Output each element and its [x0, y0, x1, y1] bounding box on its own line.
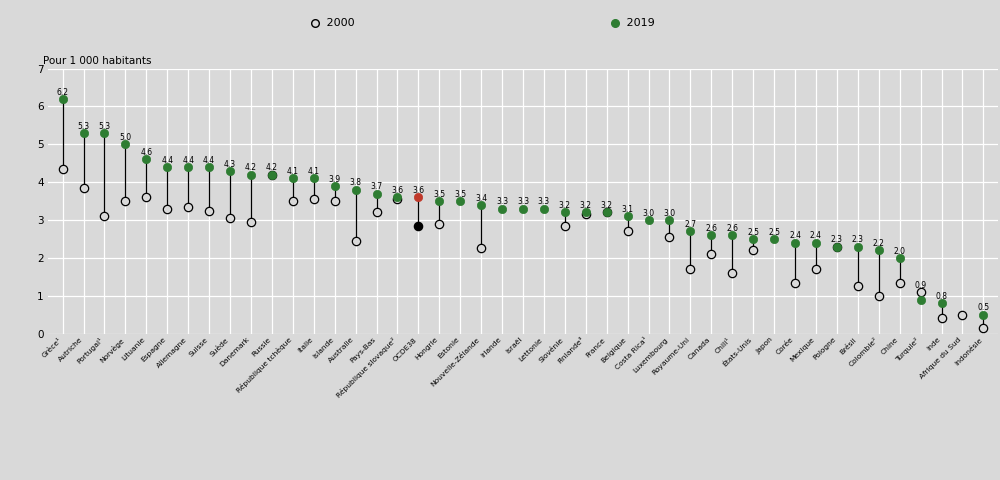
- Text: 3.4: 3.4: [475, 193, 487, 203]
- Text: 3.6: 3.6: [391, 186, 404, 195]
- Text: 2.6: 2.6: [726, 224, 738, 233]
- Text: 4.4: 4.4: [203, 156, 215, 165]
- Text: 4.1: 4.1: [308, 167, 320, 176]
- Text: 3.7: 3.7: [370, 182, 383, 191]
- Text: 3.3: 3.3: [496, 197, 508, 206]
- Text: 3.3: 3.3: [538, 197, 550, 206]
- Text: 4.6: 4.6: [140, 148, 152, 157]
- Text: 2.6: 2.6: [705, 224, 717, 233]
- Text: 3.2: 3.2: [601, 201, 613, 210]
- Text: 2.4: 2.4: [789, 231, 801, 240]
- Text: 2000: 2000: [323, 18, 355, 28]
- Text: 3.0: 3.0: [642, 209, 655, 218]
- Text: 4.3: 4.3: [224, 159, 236, 168]
- Text: 3.6: 3.6: [412, 186, 424, 195]
- Text: 2.0: 2.0: [894, 247, 906, 256]
- Text: 2.7: 2.7: [684, 220, 696, 229]
- Text: 3.3: 3.3: [517, 197, 529, 206]
- Text: 0.5: 0.5: [977, 303, 989, 312]
- Text: 2.2: 2.2: [873, 239, 885, 248]
- Text: 2019: 2019: [623, 18, 655, 28]
- Text: Pour 1 000 habitants: Pour 1 000 habitants: [43, 56, 152, 66]
- Text: 2.3: 2.3: [852, 235, 864, 244]
- Text: 2.4: 2.4: [810, 231, 822, 240]
- Text: 4.4: 4.4: [182, 156, 194, 165]
- Text: 2.5: 2.5: [768, 228, 780, 237]
- Text: 4.4: 4.4: [161, 156, 173, 165]
- Text: 5.3: 5.3: [98, 122, 111, 131]
- Text: 3.1: 3.1: [622, 205, 634, 214]
- Text: 6.2: 6.2: [57, 88, 69, 96]
- Text: 3.5: 3.5: [433, 190, 445, 199]
- Text: 2.5: 2.5: [747, 228, 759, 237]
- Text: 0.8: 0.8: [936, 292, 948, 301]
- Text: 3.8: 3.8: [350, 179, 362, 188]
- Text: 3.2: 3.2: [580, 201, 592, 210]
- Text: 4.2: 4.2: [245, 163, 257, 172]
- Text: 3.9: 3.9: [329, 175, 341, 184]
- Text: 4.1: 4.1: [287, 167, 299, 176]
- Text: 3.2: 3.2: [559, 201, 571, 210]
- Text: 4.2: 4.2: [266, 163, 278, 172]
- Text: 2.3: 2.3: [831, 235, 843, 244]
- Text: 3.0: 3.0: [663, 209, 676, 218]
- Text: 3.5: 3.5: [454, 190, 466, 199]
- Text: 5.3: 5.3: [78, 122, 90, 131]
- Text: 5.0: 5.0: [119, 133, 131, 142]
- Text: 0.9: 0.9: [915, 281, 927, 290]
